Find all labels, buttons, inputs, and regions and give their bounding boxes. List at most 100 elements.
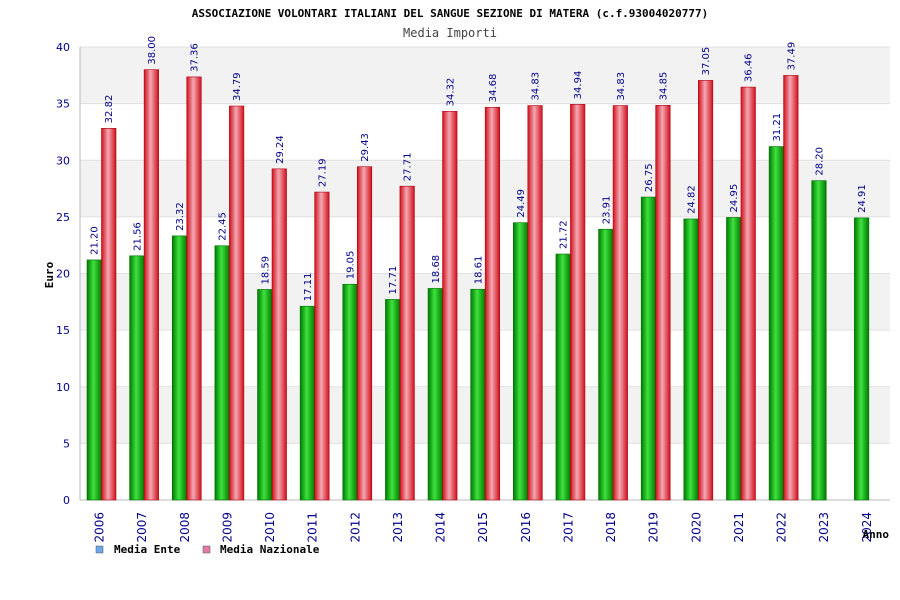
bar-media-ente xyxy=(726,217,742,501)
bar-media-nazionale xyxy=(655,105,671,501)
data-label-media-nazionale: 37.36 xyxy=(190,43,201,72)
bar-media-ente xyxy=(129,255,145,501)
bar-media-ente xyxy=(385,299,401,501)
data-label-media-ente: 24.82 xyxy=(687,185,698,214)
data-label-media-nazionale: 34.32 xyxy=(445,78,456,107)
x-tick-label: 2012 xyxy=(348,512,362,543)
data-label-media-nazionale: 34.79 xyxy=(232,72,243,101)
data-label-media-ente: 17.11 xyxy=(303,273,314,302)
chart-title: ASSOCIAZIONE VOLONTARI ITALIANI DEL SANG… xyxy=(192,7,709,20)
bar-media-ente xyxy=(214,245,230,501)
bar-media-nazionale xyxy=(527,105,543,501)
x-tick-label: 2022 xyxy=(775,512,789,543)
bar-media-nazionale xyxy=(783,75,799,501)
data-label-media-nazionale: 29.43 xyxy=(360,133,371,162)
data-label-media-ente: 26.75 xyxy=(644,163,655,192)
bar-media-nazionale xyxy=(186,76,202,501)
data-label-media-ente: 19.05 xyxy=(346,251,357,280)
data-label-media-ente: 24.91 xyxy=(857,184,868,213)
data-label-media-nazionale: 38.00 xyxy=(147,36,158,65)
bar-media-ente xyxy=(683,218,699,501)
y-tick-label: 35 xyxy=(56,98,70,111)
x-tick-label: 2019 xyxy=(647,512,661,543)
data-label-media-ente: 22.45 xyxy=(218,212,229,241)
bar-media-ente xyxy=(811,180,827,501)
x-tick-label: 2016 xyxy=(519,512,533,543)
y-tick-label: 40 xyxy=(56,41,70,54)
data-label-media-ente: 18.61 xyxy=(473,256,484,285)
x-axis-label: Anno xyxy=(863,528,890,541)
legend-label-media-ente: Media Ente xyxy=(114,543,181,556)
bar-media-ente xyxy=(86,259,102,501)
data-label-media-ente: 18.68 xyxy=(431,255,442,284)
x-tick-label: 2017 xyxy=(561,512,575,543)
data-label-media-ente: 31.21 xyxy=(772,113,783,142)
x-tick-label: 2014 xyxy=(434,512,448,543)
x-tick-label: 2021 xyxy=(732,512,746,543)
data-label-media-nazionale: 34.85 xyxy=(658,72,669,101)
bar-media-ente xyxy=(854,217,870,501)
bars: 21.20 32.82 21.56 38.00 23.32 37.36 22.45 34.79… xyxy=(86,36,870,501)
bar-media-nazionale xyxy=(698,80,714,501)
bar-media-nazionale xyxy=(612,105,628,501)
bar-media-nazionale xyxy=(271,168,287,501)
bar-media-ente xyxy=(640,196,657,501)
bar-media-ente xyxy=(171,235,188,501)
data-label-media-nazionale: 32.82 xyxy=(104,95,115,124)
legend-swatch-media-ente xyxy=(95,545,104,554)
data-label-media-ente: 28.20 xyxy=(814,147,825,176)
legend-swatch-media-nazionale xyxy=(202,545,211,554)
bar-media-nazionale xyxy=(143,69,159,501)
bar-media-nazionale xyxy=(101,128,117,501)
y-tick-label: 0 xyxy=(63,494,70,507)
y-tick-label: 25 xyxy=(56,211,70,224)
x-tick-label: 2011 xyxy=(306,512,320,543)
data-label-media-nazionale: 37.05 xyxy=(701,47,712,76)
chart-subtitle: Media Importi xyxy=(403,26,497,40)
data-label-media-nazionale: 34.68 xyxy=(488,74,499,103)
bar-media-nazionale xyxy=(229,105,245,501)
x-tick-label: 2020 xyxy=(689,512,703,543)
data-label-media-ente: 23.32 xyxy=(175,202,186,231)
x-tick-labels: 2006 2007 2008 2009 2010 2011 2012 2013 2014 2015… xyxy=(93,512,874,543)
bar-media-nazionale xyxy=(484,106,500,501)
x-tick-label: 2008 xyxy=(178,512,192,543)
x-tick-label: 2023 xyxy=(817,512,831,543)
x-tick-label: 2006 xyxy=(93,512,107,543)
legend-label-media-nazionale: Media Nazionale xyxy=(220,543,320,556)
data-label-media-ente: 21.20 xyxy=(90,226,101,255)
bar-media-nazionale xyxy=(314,191,330,501)
x-tick-label: 2018 xyxy=(604,512,618,543)
bar-media-ente xyxy=(768,146,784,501)
data-label-media-ente: 21.56 xyxy=(132,222,143,251)
data-label-media-ente: 21.72 xyxy=(559,220,570,249)
bar-media-ente xyxy=(598,228,614,501)
data-label-media-nazionale: 36.46 xyxy=(744,53,755,82)
bar-media-ente xyxy=(513,222,529,501)
bar-media-ente xyxy=(427,288,443,501)
y-tick-label: 15 xyxy=(56,324,70,337)
bar-media-nazionale xyxy=(740,86,756,501)
bar-media-ente xyxy=(555,253,571,501)
data-label-media-ente: 23.91 xyxy=(601,196,612,225)
bar-media-nazionale xyxy=(442,111,458,501)
data-label-media-nazionale: 37.49 xyxy=(786,42,797,71)
legend: Media Ente Media Nazionale xyxy=(95,543,320,556)
y-tick-label: 20 xyxy=(56,268,70,281)
bar-media-ente xyxy=(299,305,315,501)
y-tick-label: 10 xyxy=(56,381,70,394)
data-label-media-ente: 24.49 xyxy=(516,189,527,218)
bar-media-nazionale xyxy=(570,104,586,501)
x-tick-label: 2024 xyxy=(860,512,874,543)
data-label-media-ente: 24.95 xyxy=(729,184,740,213)
data-label-media-nazionale: 27.71 xyxy=(403,153,414,182)
data-label-media-nazionale: 34.83 xyxy=(531,72,542,101)
data-label-media-nazionale: 27.19 xyxy=(317,158,328,187)
bar-media-ente xyxy=(470,288,486,501)
data-label-media-nazionale: 34.83 xyxy=(616,72,627,101)
y-tick-label: 5 xyxy=(63,437,70,450)
data-label-media-nazionale: 34.94 xyxy=(573,71,584,100)
bar-media-nazionale xyxy=(356,166,373,501)
x-tick-label: 2010 xyxy=(263,512,277,543)
